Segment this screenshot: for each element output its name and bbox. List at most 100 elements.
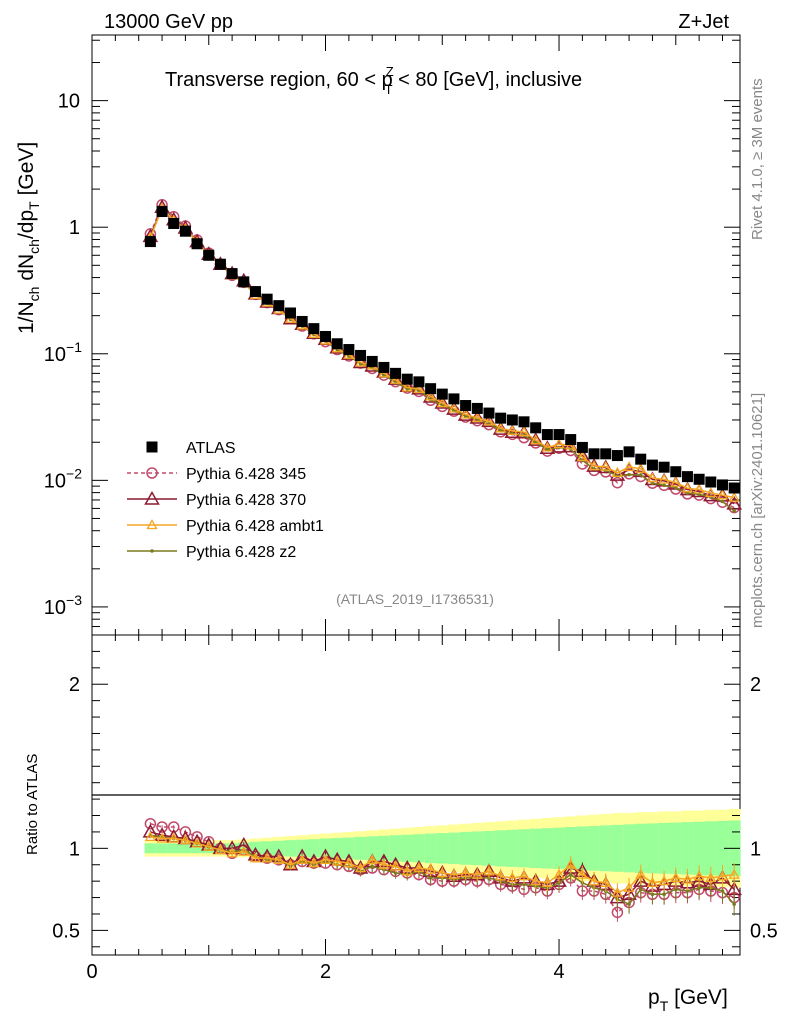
ratio-tick-label-left: 0.5: [52, 920, 80, 942]
legend: ATLAS Pythia 6.428 345 Pythia 6.428 370 Pyt…: [127, 440, 324, 561]
ratio-tick-label-left: 2: [69, 674, 80, 696]
atlas-data-point: [670, 466, 682, 478]
band-inner-bin: [448, 832, 461, 865]
y-tick-label: 10−1: [44, 339, 82, 366]
series-ratio-point: [343, 857, 355, 868]
series-main-line: [149, 203, 735, 509]
legend-entry: Pythia 6.428 z2: [127, 544, 296, 561]
band-inner-bin: [483, 830, 496, 866]
series-ratio-point: [428, 876, 433, 880]
series-ratio-point: [522, 882, 526, 887]
title-sub: T: [385, 82, 393, 97]
series-ratio-point: [214, 844, 227, 855]
y-tick-exponent: −2: [66, 465, 82, 481]
atlas-data-point: [378, 361, 390, 373]
series-main-point: [716, 496, 729, 508]
series-ratio-point: [144, 817, 157, 830]
y-tick-exponent: −1: [66, 339, 82, 355]
main-y-axis-label: 1/Nch dNch/dpT [GeV]: [15, 142, 42, 334]
atlas-data-point: [284, 307, 296, 319]
ylabel-b: dN: [15, 254, 38, 287]
atlas-data-point: [238, 276, 250, 288]
series-main-point: [448, 402, 460, 413]
band-inner-bin: [366, 836, 379, 861]
legend-label: Pythia 6.428 345: [186, 466, 306, 483]
atlas-data-point: [483, 407, 495, 419]
atlas-data-point: [203, 249, 215, 261]
band-inner-bin: [179, 843, 192, 854]
atlas-data-point: [390, 367, 402, 379]
series-ratio-point: [693, 870, 705, 881]
series-main-point: [495, 422, 507, 433]
band-inner-bin: [623, 824, 636, 873]
series-ratio-point: [471, 868, 483, 879]
series-ratio-point: [670, 872, 682, 883]
series-main-point: [716, 489, 729, 500]
x-tick-label: 0: [86, 961, 97, 983]
series-main-point: [518, 426, 530, 437]
band-inner-bin: [272, 840, 286, 856]
xlabel-a-sub: T: [660, 998, 669, 1014]
series-ratio-point: [646, 876, 659, 887]
legend-entry: Pythia 6.428 370: [127, 490, 306, 509]
band-inner-bin: [471, 831, 484, 866]
atlas-data-point: [460, 400, 472, 412]
ylabel-c: /dp: [15, 210, 38, 239]
y-tick-label: 10−2: [44, 465, 82, 492]
atlas-data-point: [728, 482, 740, 494]
ratio-tick-label-left: 1: [69, 838, 80, 860]
band-inner-bin: [401, 834, 414, 862]
atlas-data-point: [530, 422, 542, 434]
band-inner-bin: [646, 823, 659, 874]
series-layer: [142, 199, 742, 922]
legend-marker: [144, 490, 160, 505]
series-ratio-point: [168, 832, 180, 843]
series-ratio-point: [483, 865, 495, 876]
legend-entry: Pythia 6.428 ambt1: [127, 518, 324, 535]
band-inner-bin: [308, 839, 321, 858]
series-ratio-point: [650, 892, 655, 897]
y-tick-label: 10−3: [44, 592, 82, 619]
series-ratio-point: [378, 858, 390, 869]
series-ratio-point: [541, 876, 553, 887]
series-main-point: [611, 467, 624, 478]
legend-label: Pythia 6.428 z2: [186, 544, 296, 561]
band-inner-bin: [144, 843, 157, 854]
x-tick-label: 4: [553, 961, 564, 983]
series-ratio-point: [191, 837, 203, 848]
atlas-data-point: [553, 429, 565, 441]
band-inner-bin: [319, 838, 332, 859]
series-main-point: [720, 499, 725, 504]
atlas-data-point: [261, 293, 273, 305]
band-inner-bin: [634, 823, 648, 873]
series-ratio-point: [720, 889, 725, 893]
header-process-label: Z+Jet: [678, 11, 729, 33]
y-tick-base: 10: [44, 344, 66, 366]
series-ratio-point: [179, 834, 192, 845]
band-inner-bin: [506, 829, 519, 867]
xlabel-a: p: [648, 986, 660, 1009]
series-ratio-point: [705, 872, 717, 883]
series-main-point: [600, 460, 612, 471]
atlas-data-point: [681, 471, 693, 483]
band-inner-bin: [553, 827, 566, 870]
series-ratio-point: [728, 868, 740, 879]
ylabel-b-sub: ch: [26, 239, 42, 254]
atlas-data-point: [425, 383, 437, 395]
x-tick-label: 2: [320, 961, 331, 983]
series-ratio-point: [226, 847, 238, 858]
x-axis-label: pT [GeV]: [648, 986, 728, 1014]
series-ratio-point: [681, 873, 694, 884]
band-inner-bin: [681, 822, 694, 875]
series-ratio-point: [495, 870, 507, 881]
band-inner-bin: [261, 841, 274, 856]
series-main-point: [627, 472, 631, 477]
atlas-data-point: [273, 300, 285, 312]
band-inner-bin: [716, 820, 729, 876]
atlas-data-point: [471, 402, 483, 414]
series-main-point: [413, 383, 425, 394]
atlas-data-point: [226, 268, 238, 280]
atlas-data-point: [600, 448, 612, 460]
series-ratio-point: [413, 862, 425, 873]
atlas-data-point: [191, 238, 203, 250]
